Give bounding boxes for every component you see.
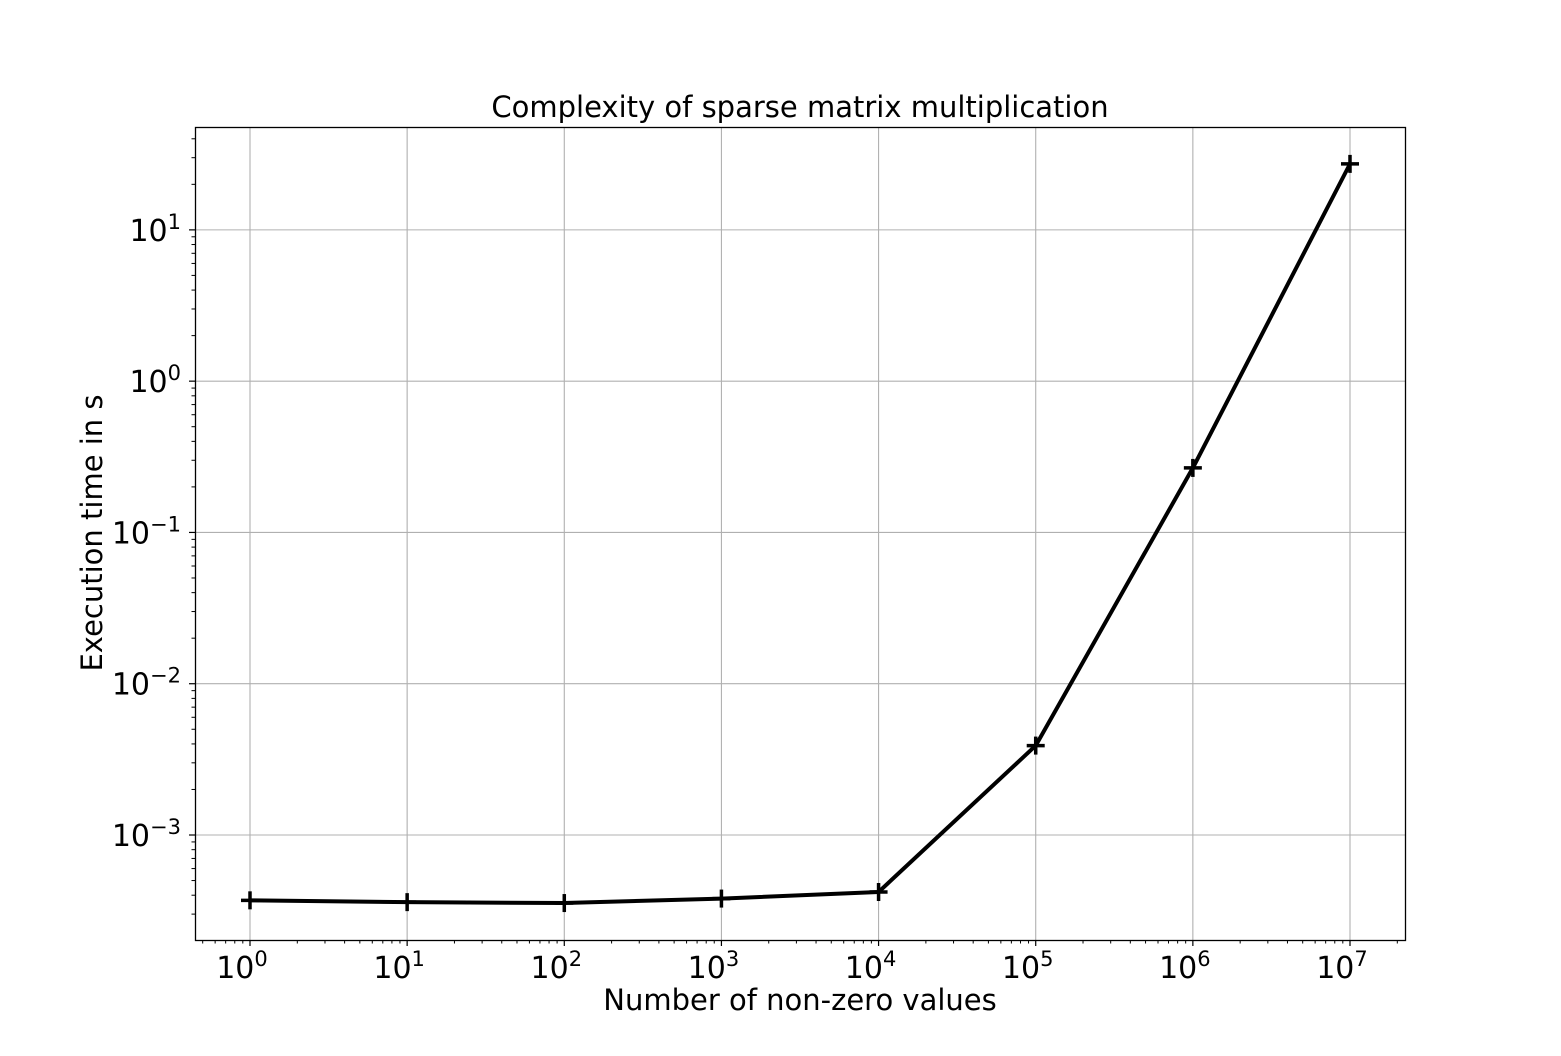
minor-ticks (191, 138, 1398, 944)
plus-marker-icon (1026, 736, 1045, 755)
plus-marker-icon (1183, 458, 1202, 477)
grid-lines (195, 127, 1405, 940)
plus-marker-icon (1341, 154, 1359, 173)
x-tick-label: 104 (845, 947, 897, 986)
y-tick-label: 10−3 (112, 815, 181, 854)
x-tick-label: 102 (531, 947, 583, 986)
x-tick-label: 107 (1316, 947, 1368, 986)
x-axis-label: Number of non-zero values (603, 983, 996, 1017)
data-series (241, 154, 1359, 913)
x-tick-label: 103 (688, 947, 740, 986)
y-tick-label: 10−1 (112, 512, 181, 551)
series-line (249, 162, 1352, 906)
y-tick-label: 101 (129, 210, 181, 249)
chart-title: Complexity of sparse matrix multiplicati… (491, 90, 1108, 124)
x-tick-label: 101 (373, 947, 425, 986)
x-tick-label: 106 (1159, 947, 1211, 986)
plus-marker-icon (869, 883, 888, 902)
y-axis-label: Execution time in s (75, 394, 109, 671)
x-axis-ticks: 100 101 102 103 104 105 106 107 (216, 940, 1368, 986)
y-tick-label: 10−2 (112, 664, 181, 703)
x-tick-label: 105 (1002, 947, 1054, 986)
plus-marker-icon (398, 893, 417, 912)
plot-frame (194, 126, 1407, 942)
y-tick-label: 100 (129, 361, 181, 400)
plus-marker-icon (241, 891, 259, 910)
x-tick-label: 100 (216, 947, 268, 986)
y-axis-ticks: 101 100 10−1 10−2 10−3 (112, 210, 195, 854)
plus-marker-icon (712, 889, 731, 908)
plus-marker-icon (555, 894, 574, 913)
